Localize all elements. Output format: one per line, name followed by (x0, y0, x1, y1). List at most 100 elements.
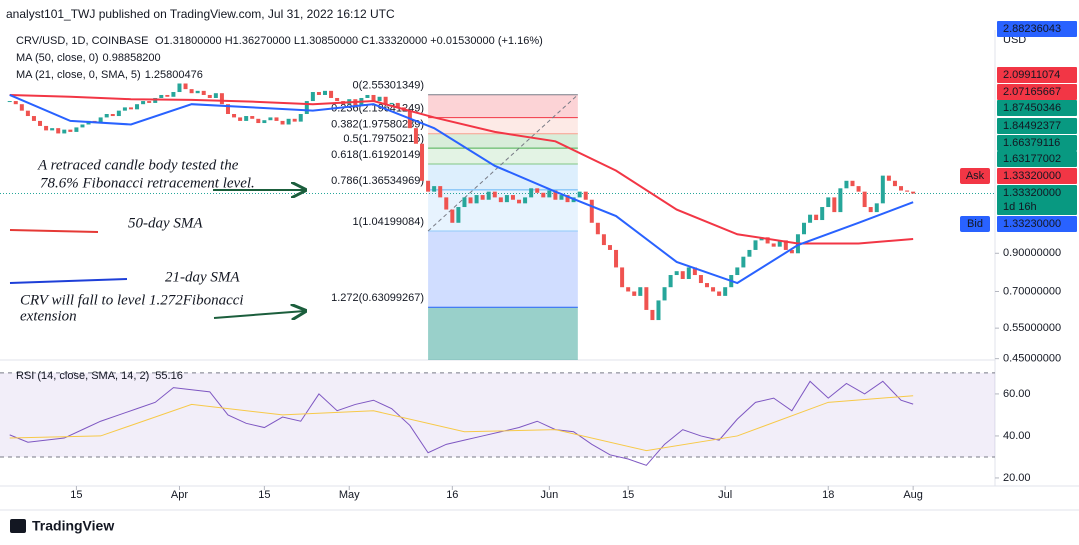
candle (322, 90, 327, 95)
candle (153, 97, 158, 103)
candle (238, 117, 243, 121)
plot: 0(2.55301349)0.236(2.19641249)0.382(1.97… (0, 21, 1077, 501)
fib-extension-zone (428, 307, 578, 360)
rsi-band (0, 372, 995, 457)
symbol: CRV/USD, 1D, COINBASE (16, 35, 148, 47)
candle (438, 186, 443, 198)
price-tag-label: 1.87450346 (1003, 102, 1061, 114)
candle (874, 203, 879, 213)
candle (607, 245, 612, 250)
candle (468, 197, 473, 204)
candle (620, 267, 625, 288)
candle (147, 101, 152, 103)
ask: Ask (966, 170, 985, 182)
candle (486, 191, 491, 200)
candle (510, 195, 515, 200)
candle (498, 197, 503, 203)
legend-line (9, 229, 99, 233)
candle (814, 214, 819, 221)
candle (389, 102, 394, 105)
candle (686, 267, 691, 279)
price-tag (997, 84, 1077, 100)
candle (195, 90, 200, 94)
candle (110, 113, 115, 117)
candle (13, 101, 18, 105)
candle (899, 186, 904, 191)
candle (420, 143, 425, 181)
annotation: 50-day SMA (128, 215, 203, 231)
candle (662, 287, 667, 301)
candle (808, 214, 813, 223)
fib-label: 0.382(1.97580289) (331, 119, 424, 131)
x-tick-label: Aug (903, 489, 923, 501)
x-tick-label: 16 (446, 489, 458, 501)
candle (577, 191, 582, 198)
candle (771, 243, 776, 247)
fib-zone (428, 117, 578, 134)
fib-zone (428, 148, 578, 165)
candle (698, 275, 703, 284)
candle (335, 97, 340, 102)
rsi-value: 55.16 (155, 370, 183, 382)
candle (219, 93, 224, 105)
candle (583, 191, 588, 200)
candle (892, 180, 897, 187)
candle (850, 180, 855, 187)
candle (535, 188, 540, 193)
price-tag (997, 21, 1077, 37)
price-tag-label: 1.33320000 (1003, 170, 1061, 182)
candle (880, 175, 885, 204)
candle (135, 104, 140, 110)
candle (310, 92, 315, 102)
annotation: CRV will fall to level 1.272Fibonacci (20, 292, 244, 308)
candle (304, 101, 309, 114)
y-tick-label: 20.00 (1003, 472, 1031, 484)
candle (122, 107, 127, 111)
candle (547, 190, 552, 198)
candle (19, 104, 24, 111)
candle (159, 94, 164, 98)
candle (44, 125, 49, 131)
candle (668, 275, 673, 288)
fib-zone (428, 133, 578, 149)
candle (444, 197, 449, 210)
y-tick-label: 0.45000000 (1003, 353, 1061, 365)
candle (31, 116, 36, 121)
candle (98, 117, 103, 124)
candle (711, 287, 716, 292)
price-tag-label: 1.84492377 (1003, 120, 1061, 132)
legend-name: MA (21, close, 0, SMA, 5) (16, 69, 141, 81)
bid-box (960, 216, 990, 232)
line-series (9, 93, 914, 245)
candle (717, 291, 722, 296)
bid: Bid (967, 218, 983, 230)
candle (626, 287, 631, 292)
annotation: A retraced candle body tested the (37, 157, 239, 173)
candle (474, 195, 479, 204)
price-tag-label: 2.07165667 (1003, 86, 1061, 98)
candle (504, 195, 509, 203)
fib-label: 1(1.04199084) (353, 216, 425, 228)
candle (638, 287, 643, 296)
rsi-title: RSI (14, close, SMA, 14, 2) (16, 370, 149, 382)
candle (632, 291, 637, 296)
candle (56, 128, 61, 134)
candle (886, 175, 891, 181)
candle (523, 197, 528, 204)
candle (911, 191, 916, 194)
price-tag-label: 2.09911074 (1003, 69, 1060, 81)
candle (383, 96, 388, 105)
candle (377, 96, 382, 102)
price-tag (997, 216, 1077, 232)
candle (462, 197, 467, 208)
price-tag-label: 1.33320000 (1003, 187, 1061, 199)
candle (25, 110, 30, 117)
price-tag-label: 2.88236043 (1003, 23, 1061, 35)
candle (250, 116, 255, 119)
y-tick-label: 0.90000000 (1003, 247, 1061, 259)
candle (450, 209, 455, 223)
candle (165, 94, 170, 97)
line-series (9, 94, 914, 285)
fib-zone (428, 164, 578, 190)
